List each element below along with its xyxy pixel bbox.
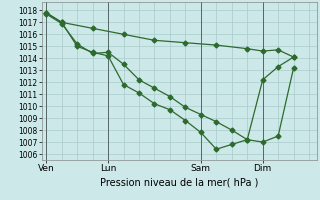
X-axis label: Pression niveau de la mer( hPa ): Pression niveau de la mer( hPa )	[100, 177, 258, 187]
